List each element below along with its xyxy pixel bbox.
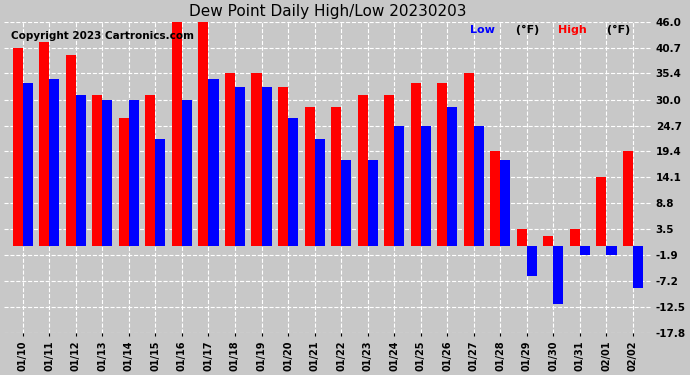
Bar bbox=[421, 126, 431, 246]
Bar bbox=[384, 95, 394, 246]
Text: High: High bbox=[558, 25, 586, 35]
Text: (°F): (°F) bbox=[603, 25, 630, 35]
Bar bbox=[102, 100, 112, 246]
Bar bbox=[304, 108, 315, 246]
Bar bbox=[146, 95, 155, 246]
Bar bbox=[633, 246, 643, 288]
Bar bbox=[596, 177, 607, 246]
Bar bbox=[23, 83, 33, 246]
Bar bbox=[394, 126, 404, 246]
Bar bbox=[12, 48, 23, 246]
Bar bbox=[92, 95, 102, 246]
Bar bbox=[235, 87, 245, 246]
Bar bbox=[129, 100, 139, 246]
Bar bbox=[76, 95, 86, 246]
Bar bbox=[607, 246, 617, 255]
Bar bbox=[331, 108, 341, 246]
Bar bbox=[251, 74, 262, 246]
Bar bbox=[517, 229, 527, 246]
Title: Dew Point Daily High/Low 20230203: Dew Point Daily High/Low 20230203 bbox=[189, 4, 466, 19]
Bar bbox=[623, 152, 633, 246]
Bar bbox=[357, 95, 368, 246]
Bar bbox=[172, 22, 182, 246]
Bar bbox=[543, 236, 553, 246]
Text: Low: Low bbox=[471, 25, 495, 35]
Text: (°F): (°F) bbox=[513, 25, 540, 35]
Bar bbox=[500, 160, 511, 246]
Bar bbox=[262, 87, 272, 246]
Bar bbox=[155, 139, 166, 246]
Bar bbox=[580, 246, 590, 255]
Bar bbox=[411, 83, 421, 246]
Bar bbox=[527, 246, 537, 276]
Bar bbox=[225, 74, 235, 246]
Bar bbox=[490, 152, 500, 246]
Bar bbox=[464, 74, 474, 246]
Bar bbox=[553, 246, 564, 304]
Bar bbox=[447, 108, 457, 246]
Bar bbox=[39, 42, 49, 246]
Bar bbox=[570, 229, 580, 246]
Text: Copyright 2023 Cartronics.com: Copyright 2023 Cartronics.com bbox=[10, 31, 194, 41]
Bar bbox=[315, 139, 325, 246]
Bar bbox=[119, 118, 129, 246]
Bar bbox=[437, 83, 447, 246]
Bar bbox=[341, 160, 351, 246]
Bar bbox=[288, 118, 298, 246]
Bar bbox=[182, 100, 192, 246]
Bar bbox=[49, 79, 59, 246]
Bar bbox=[199, 22, 208, 246]
Bar bbox=[278, 87, 288, 246]
Bar bbox=[368, 160, 377, 246]
Bar bbox=[208, 79, 219, 246]
Bar bbox=[66, 55, 76, 246]
Bar bbox=[474, 126, 484, 246]
